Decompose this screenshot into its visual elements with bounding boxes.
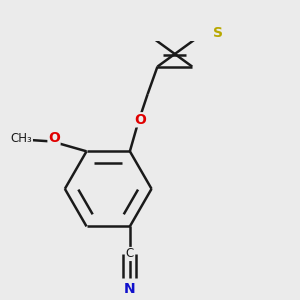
- Text: N: N: [124, 282, 136, 296]
- Text: O: O: [134, 113, 146, 127]
- Text: Cl: Cl: [167, 0, 181, 3]
- Text: C: C: [126, 248, 134, 260]
- Text: CH₃: CH₃: [11, 132, 32, 145]
- Text: O: O: [48, 130, 60, 145]
- Text: S: S: [213, 26, 223, 40]
